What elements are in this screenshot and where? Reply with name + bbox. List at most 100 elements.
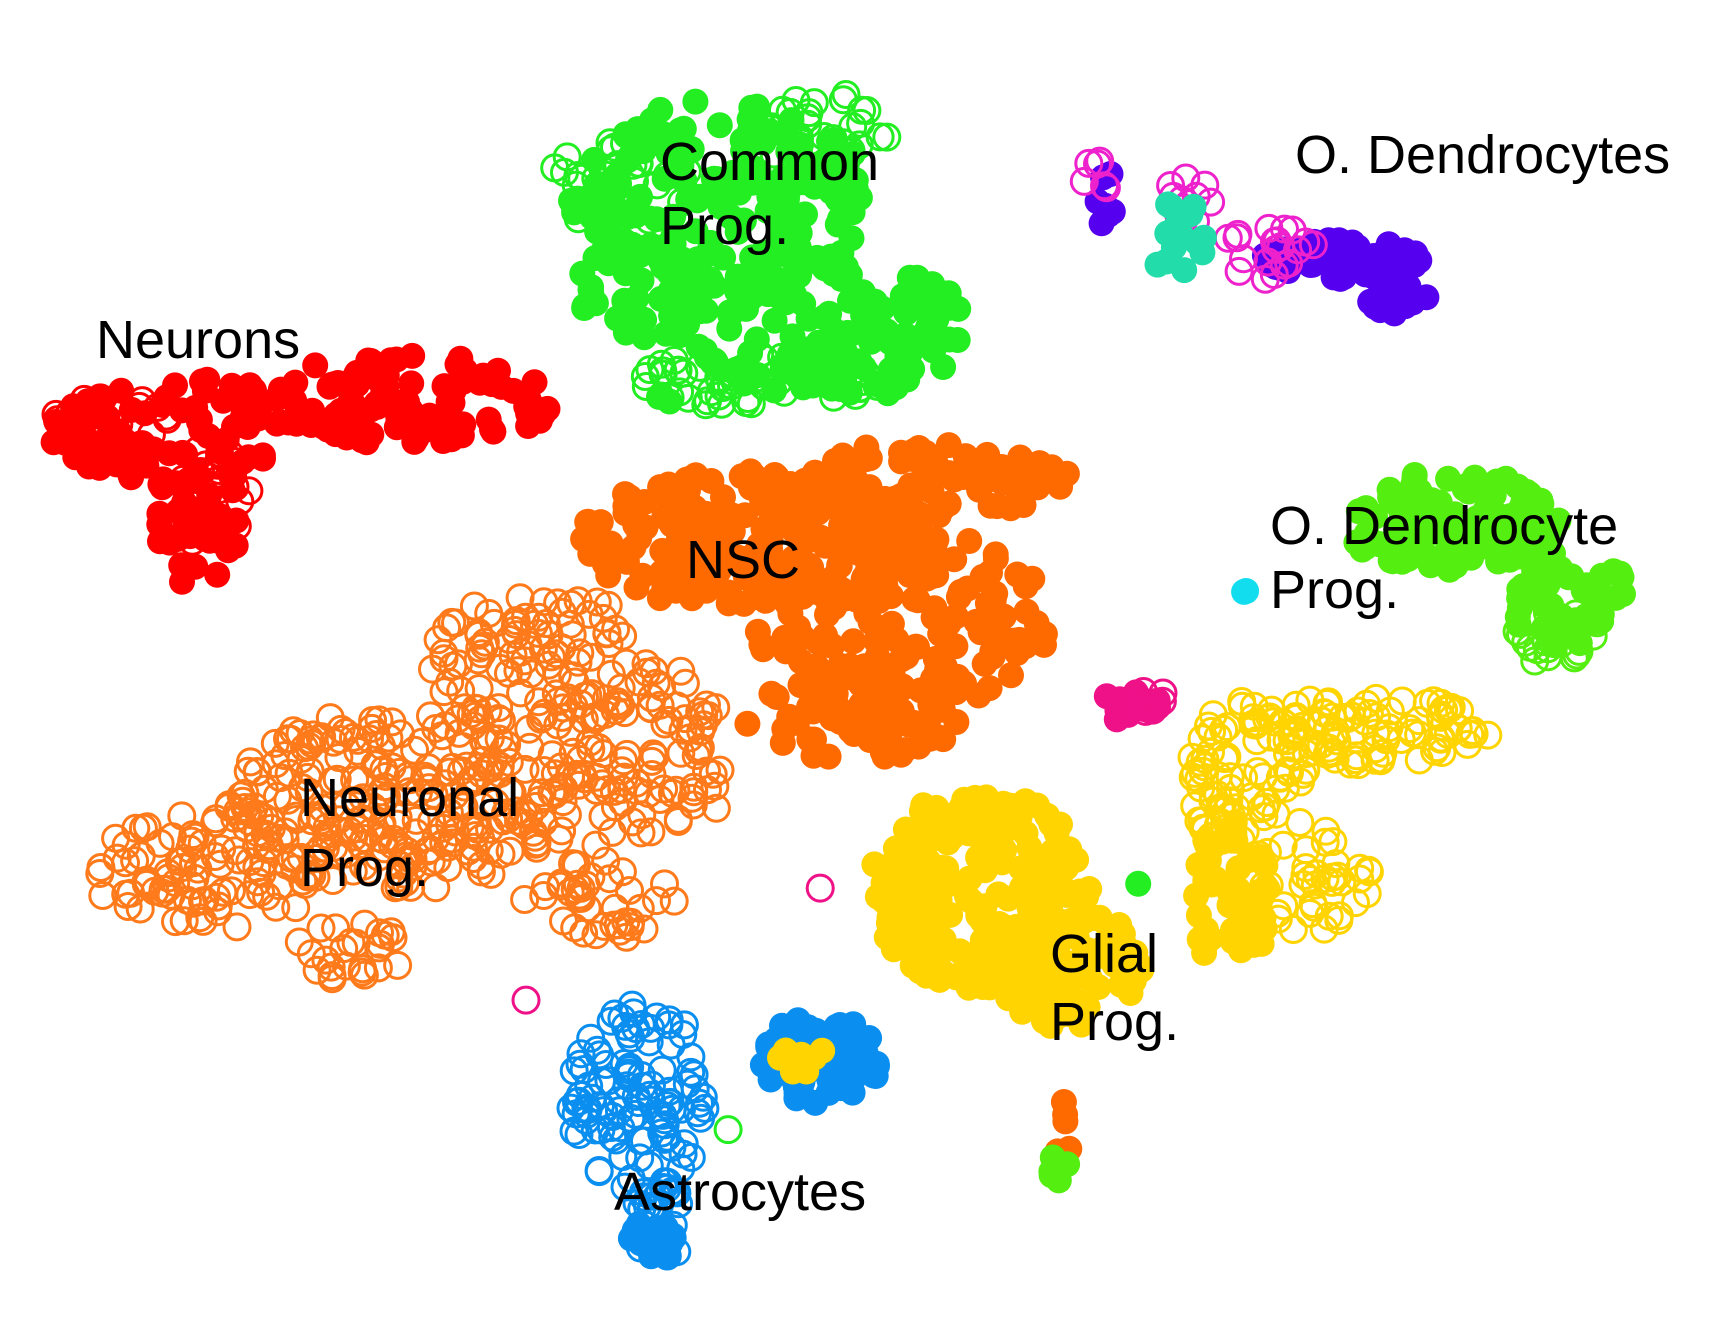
point-neuronal-prog [642, 886, 671, 916]
point-neuronal-prog [238, 800, 267, 830]
point-common-prog [682, 88, 709, 115]
label-neurons: Neurons [96, 310, 300, 370]
point-neuronal-prog [254, 831, 284, 861]
point-neuronal-prog [308, 794, 338, 824]
point-glial-prog [1022, 975, 1049, 1002]
point-o-dendrocyte-prog [1474, 507, 1501, 534]
point-neuronal-prog [169, 906, 199, 936]
point-neurons [149, 474, 176, 501]
point-common-prog [706, 169, 733, 195]
point-neuronal-prog [85, 859, 115, 888]
point-glial-prog [904, 839, 931, 866]
point-astrocytes [669, 1129, 699, 1159]
point-nsc [795, 523, 822, 550]
point-nsc [613, 548, 640, 575]
point-nsc [888, 701, 915, 728]
point-neuronal-prog [611, 907, 641, 937]
point-astrocytes [576, 1023, 606, 1053]
point-nsc [829, 442, 856, 469]
cluster-labels: Neurons Common Prog. O. Dendrocytes NSC … [96, 125, 1670, 1222]
point-nsc [750, 636, 777, 663]
point-neuronal-prog [319, 833, 349, 862]
point-o-dendrocytes [1190, 170, 1220, 200]
point-astrocytes [676, 1057, 706, 1087]
point-neuronal-prog [412, 764, 442, 794]
point-neuronal-prog [179, 848, 208, 878]
point-neuronal-prog [541, 639, 571, 669]
label-line: Prog. [660, 196, 789, 256]
point-nsc [688, 560, 715, 587]
point-nsc [1047, 473, 1074, 500]
label-astrocytes: Astrocytes [614, 1162, 866, 1222]
point-neuronal-prog [700, 771, 730, 801]
point-neuronal-prog [400, 735, 430, 765]
point-nsc [782, 563, 809, 590]
point-common-prog [597, 189, 627, 219]
point-neuronal-prog [562, 759, 592, 789]
point-nsc [719, 502, 746, 529]
point-glial-prog [1268, 830, 1298, 860]
point-common-prog [852, 96, 882, 125]
point-neuronal-prog [636, 683, 666, 713]
point-glial-prog [1263, 904, 1293, 934]
point-astrocytes [559, 1116, 589, 1146]
point-astrocytes [584, 1156, 614, 1185]
point-neuronal-prog [501, 609, 530, 639]
point-glial-prog [906, 958, 933, 985]
point-nsc [815, 743, 842, 770]
point-o-dendrocyte-prog [1504, 603, 1531, 630]
point-nsc [883, 485, 910, 512]
point-nsc [986, 608, 1013, 635]
point-neurons [215, 439, 245, 469]
point-neuronal-prog [264, 823, 294, 853]
point-glial-prog [1031, 1008, 1057, 1035]
point-neuronal-prog [188, 886, 217, 916]
point-neuronal-prog [383, 950, 413, 980]
point-nsc [798, 694, 825, 721]
point-glial-prog [989, 803, 1016, 830]
point-nsc [658, 561, 685, 588]
point-neuronal-prog [379, 824, 409, 854]
point-neurons [162, 372, 188, 399]
label-o-dendrocytes: O. Dendrocytes [1295, 125, 1670, 185]
point-nsc [622, 512, 649, 539]
point-nsc [907, 471, 934, 498]
point-o-dendrocytes [1155, 191, 1182, 218]
point-nsc [853, 668, 880, 694]
point-neuronal-prog [546, 752, 576, 782]
point-neuronal-prog [132, 812, 162, 842]
point-common-prog [711, 369, 741, 399]
point-nsc [970, 470, 997, 497]
point-astrocytes [614, 1019, 644, 1049]
point-astrocytes [600, 999, 630, 1029]
point-o-dendrocyte-prog [1431, 514, 1458, 541]
point-common-prog [730, 207, 757, 234]
point-common-prog [893, 299, 920, 326]
point-glial-prog [1241, 885, 1271, 915]
point-neuronal-prog [355, 724, 384, 754]
point-astrocytes [656, 1030, 686, 1060]
point-neuronal-prog [647, 672, 677, 702]
point-glial-prog [924, 918, 951, 945]
point-glial-prog [882, 920, 909, 947]
point-common-prog [795, 305, 822, 332]
point-glial-prog [1193, 916, 1219, 943]
point-neuronal-prog [324, 838, 354, 868]
point-nsc [998, 662, 1024, 689]
point-glial-prog [1366, 746, 1396, 776]
point-neuronal-prog [666, 738, 696, 768]
point-common-prog [802, 367, 832, 396]
point-nsc [812, 622, 839, 649]
point-neuronal-prog [459, 591, 489, 621]
point-common-prog [595, 250, 622, 277]
point-glial-prog [1024, 870, 1051, 897]
point-nsc [802, 572, 829, 599]
point-neurons [143, 392, 172, 422]
point-neuronal-prog [317, 961, 347, 991]
point-common-prog [771, 218, 798, 245]
point-glial-prog [1343, 750, 1373, 780]
point-astrocytes [620, 1220, 647, 1247]
point-neuronal-prog [591, 846, 621, 876]
point-nsc [591, 551, 618, 577]
